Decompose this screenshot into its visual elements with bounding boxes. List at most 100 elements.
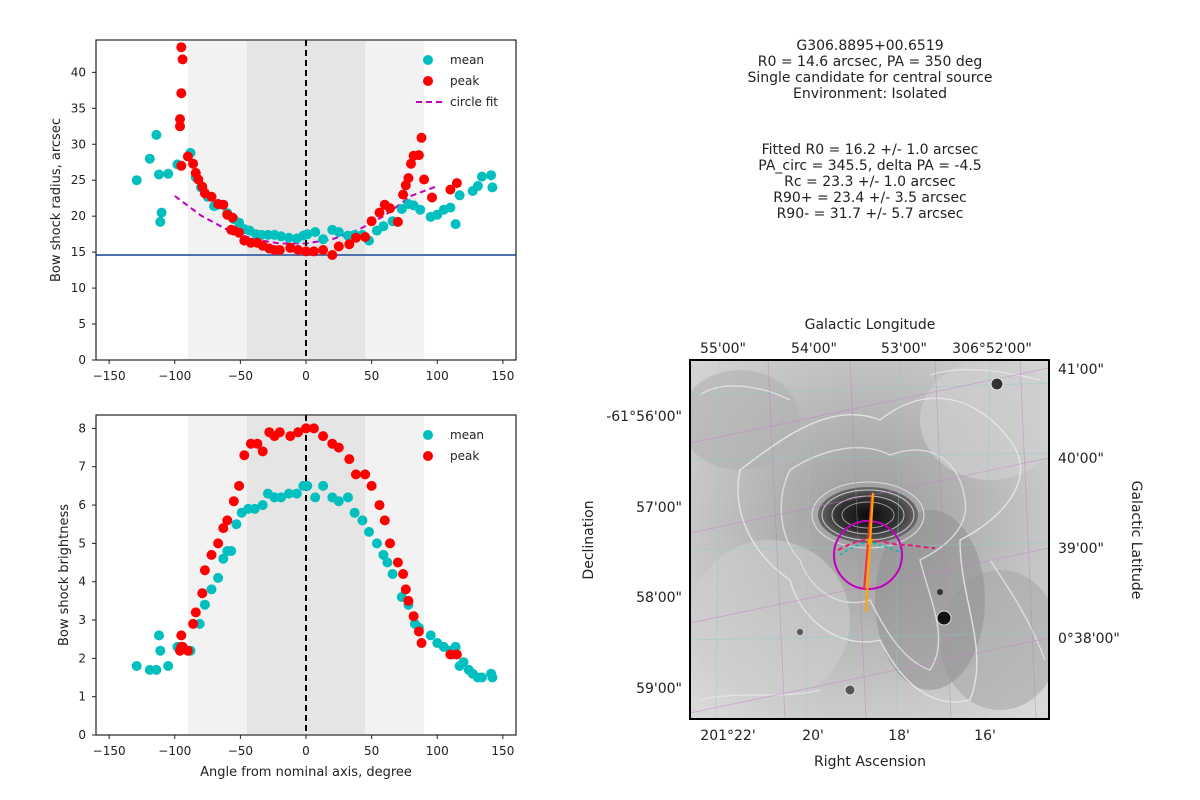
peak-point — [175, 645, 185, 656]
mean-point — [302, 480, 313, 491]
angle-x-label: Angle from nominal axis, degree — [200, 765, 412, 780]
mean-point — [276, 492, 287, 503]
top-tick-label: 306°52'00" — [952, 341, 1032, 357]
peak-point — [228, 496, 239, 507]
peak-point — [374, 207, 385, 218]
peak-point — [176, 88, 187, 99]
mean-point — [357, 515, 368, 526]
y-tick-label: 25 — [71, 173, 86, 187]
mean-point — [450, 641, 461, 652]
x-tick-label: −50 — [228, 369, 253, 383]
peak-point — [182, 151, 193, 162]
peak-point — [285, 242, 296, 253]
x-tick-label: 100 — [426, 369, 449, 383]
declination-label: Declination — [581, 500, 597, 579]
peak-point — [222, 515, 233, 526]
legend-entry-label: peak — [450, 74, 479, 88]
legend-entry-label: peak — [450, 449, 479, 463]
mean-point — [310, 492, 321, 503]
mean-point — [458, 657, 469, 668]
peak-point — [366, 480, 377, 491]
radius-legend: mean peak circle fit — [416, 53, 498, 109]
mean-point — [343, 492, 353, 503]
mean-point — [156, 207, 167, 218]
top-tick-label: 53'00" — [881, 341, 927, 357]
x-tick-label: −100 — [158, 369, 191, 383]
mean-point — [155, 645, 166, 656]
peak-point — [293, 427, 304, 438]
peak-point — [445, 184, 456, 195]
r90-minus: R90- = 31.7 +/- 5.7 arcsec — [776, 206, 964, 222]
mean-point — [318, 234, 329, 245]
right-ascension-label: Right Ascension — [814, 754, 926, 770]
mean-point — [283, 488, 294, 499]
mean-point — [445, 202, 456, 213]
mean-point — [450, 219, 461, 230]
y-tick-label: 1 — [78, 690, 86, 704]
peak-point — [182, 645, 193, 656]
brightness-legend: mean peak — [423, 428, 484, 463]
peak-point — [175, 114, 185, 125]
peak-point — [406, 158, 416, 169]
y-tick-label: 30 — [71, 137, 86, 151]
x-tick-label: 0 — [302, 744, 310, 758]
mean-point — [333, 227, 344, 237]
y-tick-label: 8 — [78, 421, 86, 435]
mean-point — [371, 538, 382, 549]
top-tick-label: 55'00" — [700, 341, 746, 357]
y-tick-label: 7 — [78, 460, 86, 474]
legend-peak-swatch — [423, 76, 433, 86]
x-tick-label: −150 — [93, 744, 126, 758]
y-tick-label: 5 — [78, 317, 86, 331]
mean-point — [425, 630, 436, 641]
peak-point — [274, 245, 285, 255]
peak-point — [413, 150, 424, 161]
peak-point — [392, 557, 403, 568]
peak-point — [308, 246, 319, 257]
mean-point — [213, 572, 224, 583]
peak-point — [398, 189, 409, 200]
radius-y-ticks: 0 5 10 15 20 25 30 35 40 — [71, 65, 96, 367]
peak-point — [234, 480, 245, 491]
pa-circ: PA_circ = 345.5, delta PA = -4.5 — [758, 158, 982, 174]
brightness-y-label: Bow shock brightness — [57, 504, 72, 646]
peak-point — [419, 174, 430, 185]
y-tick-label: 0 — [78, 353, 86, 367]
source-id: G306.8895+00.6519 — [796, 38, 944, 54]
x-tick-label: 150 — [491, 369, 514, 383]
peak-point — [274, 427, 285, 438]
peak-point — [427, 192, 437, 203]
fitted-r0: Fitted R0 = 16.2 +/- 1.0 arcsec — [761, 142, 979, 158]
peak-point — [227, 212, 238, 223]
peak-point — [318, 431, 329, 442]
radius-plot: −150 −100 −50 0 50 100 150 0 5 10 15 20 25 30 35 40 Bo… — [49, 39, 517, 383]
bottom-tick-label: 18' — [888, 728, 910, 744]
mean-point — [378, 549, 389, 560]
y-tick-label: 3 — [78, 613, 86, 627]
source-environment: Environment: Isolated — [792, 86, 947, 102]
mean-point — [163, 661, 174, 671]
source-star-icon: ★ — [864, 534, 876, 549]
mean-point — [144, 153, 155, 164]
galactic-latitude-label: Galactic Latitude — [1128, 481, 1144, 600]
peak-point — [218, 199, 229, 210]
mean-point — [387, 569, 398, 579]
bottom-tick-label: 201°22' — [700, 728, 755, 744]
mean-point — [415, 204, 426, 215]
mean-point — [487, 182, 498, 193]
x-tick-label: −150 — [93, 369, 126, 383]
peak-point — [197, 588, 208, 599]
x-tick-label: 50 — [364, 369, 379, 383]
peak-point — [350, 232, 361, 243]
peak-point — [175, 121, 185, 132]
peak-point — [333, 241, 344, 252]
source-candidate: Single candidate for central source — [747, 70, 993, 86]
fit-info-block: Fitted R0 = 16.2 +/- 1.0 arcsec PA_circ … — [640, 142, 1100, 222]
peak-point — [206, 191, 217, 202]
source-info-block: G306.8895+00.6519 R0 = 14.6 arcsec, PA =… — [640, 38, 1100, 102]
peak-points — [175, 42, 462, 260]
peak-point — [344, 454, 355, 465]
mean-point — [154, 630, 164, 641]
peak-point — [318, 245, 329, 255]
peak-point — [392, 216, 403, 227]
